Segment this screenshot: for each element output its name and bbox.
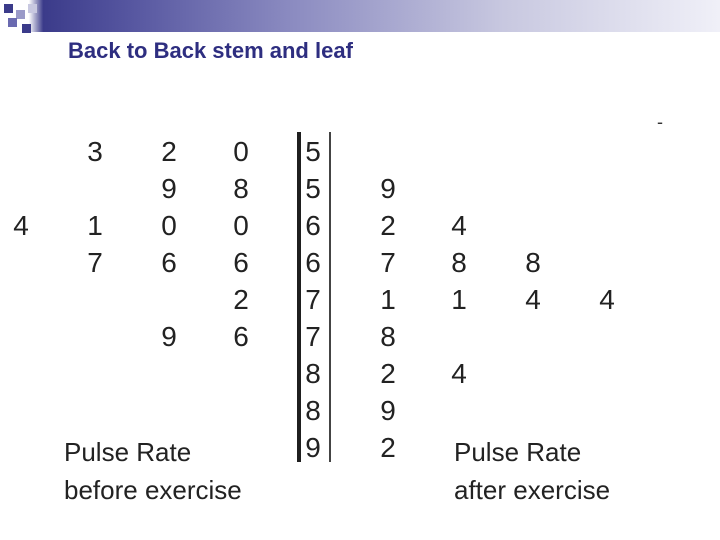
square-decoration — [8, 18, 17, 27]
square-decoration — [28, 4, 37, 13]
after-leaf: 8 — [525, 247, 541, 278]
stem-divider-right — [329, 132, 331, 462]
after-caption-line-2: after exercise — [454, 475, 611, 505]
before-leaf: 6 — [161, 247, 177, 278]
stem-value: 5 — [305, 173, 321, 204]
square-decoration — [22, 24, 31, 33]
stem-divider-left — [297, 132, 301, 462]
stem-value: 6 — [305, 247, 321, 278]
after-leaf: 2 — [380, 210, 396, 241]
stem-value: 8 — [305, 395, 321, 426]
after-leaf: 9 — [380, 173, 396, 204]
after-leaf: 4 — [599, 284, 615, 315]
after-leaf: 9 — [380, 395, 396, 426]
after-leaf: 1 — [380, 284, 396, 315]
before-leaf: 6 — [233, 247, 249, 278]
square-decoration — [16, 10, 25, 19]
after-leaf: 2 — [380, 432, 396, 463]
header-band — [0, 0, 720, 32]
stem-value: 9 — [305, 432, 321, 463]
before-leaf: 2 — [161, 136, 177, 167]
before-leaf: 9 — [161, 173, 177, 204]
after-caption-line-1: Pulse Rate — [454, 437, 582, 467]
before-leaf: 6 — [233, 321, 249, 352]
before-leaf: 0 — [161, 210, 177, 241]
slide-title: Back to Back stem and leaf — [68, 38, 353, 63]
after-leaf: 2 — [380, 358, 396, 389]
before-caption-line-2: before exercise — [64, 475, 242, 505]
after-leaf: 4 — [525, 284, 541, 315]
after-leaf: 1 — [451, 284, 467, 315]
before-leaf: 2 — [233, 284, 249, 315]
before-leaf: 0 — [233, 210, 249, 241]
before-leaf: 1 — [87, 210, 103, 241]
before-leaf: 9 — [161, 321, 177, 352]
stem-value: 5 — [305, 136, 321, 167]
decorative-squares — [0, 0, 60, 40]
before-leaf: 7 — [87, 247, 103, 278]
stem-value: 7 — [305, 321, 321, 352]
after-leaf: 4 — [451, 358, 467, 389]
after-leaf: 8 — [380, 321, 396, 352]
stem-value: 6 — [305, 210, 321, 241]
stem-value: 7 — [305, 284, 321, 315]
after-leaf: 7 — [380, 247, 396, 278]
before-leaf: 0 — [233, 136, 249, 167]
stem-value: 8 — [305, 358, 321, 389]
dash-mark: - — [657, 112, 663, 132]
after-leaf: 4 — [451, 210, 467, 241]
square-decoration — [4, 4, 13, 13]
before-leaf: 4 — [13, 210, 29, 241]
before-leaf: 3 — [87, 136, 103, 167]
before-leaf: 8 — [233, 173, 249, 204]
before-caption-line-1: Pulse Rate — [64, 437, 192, 467]
after-leaf: 8 — [451, 247, 467, 278]
